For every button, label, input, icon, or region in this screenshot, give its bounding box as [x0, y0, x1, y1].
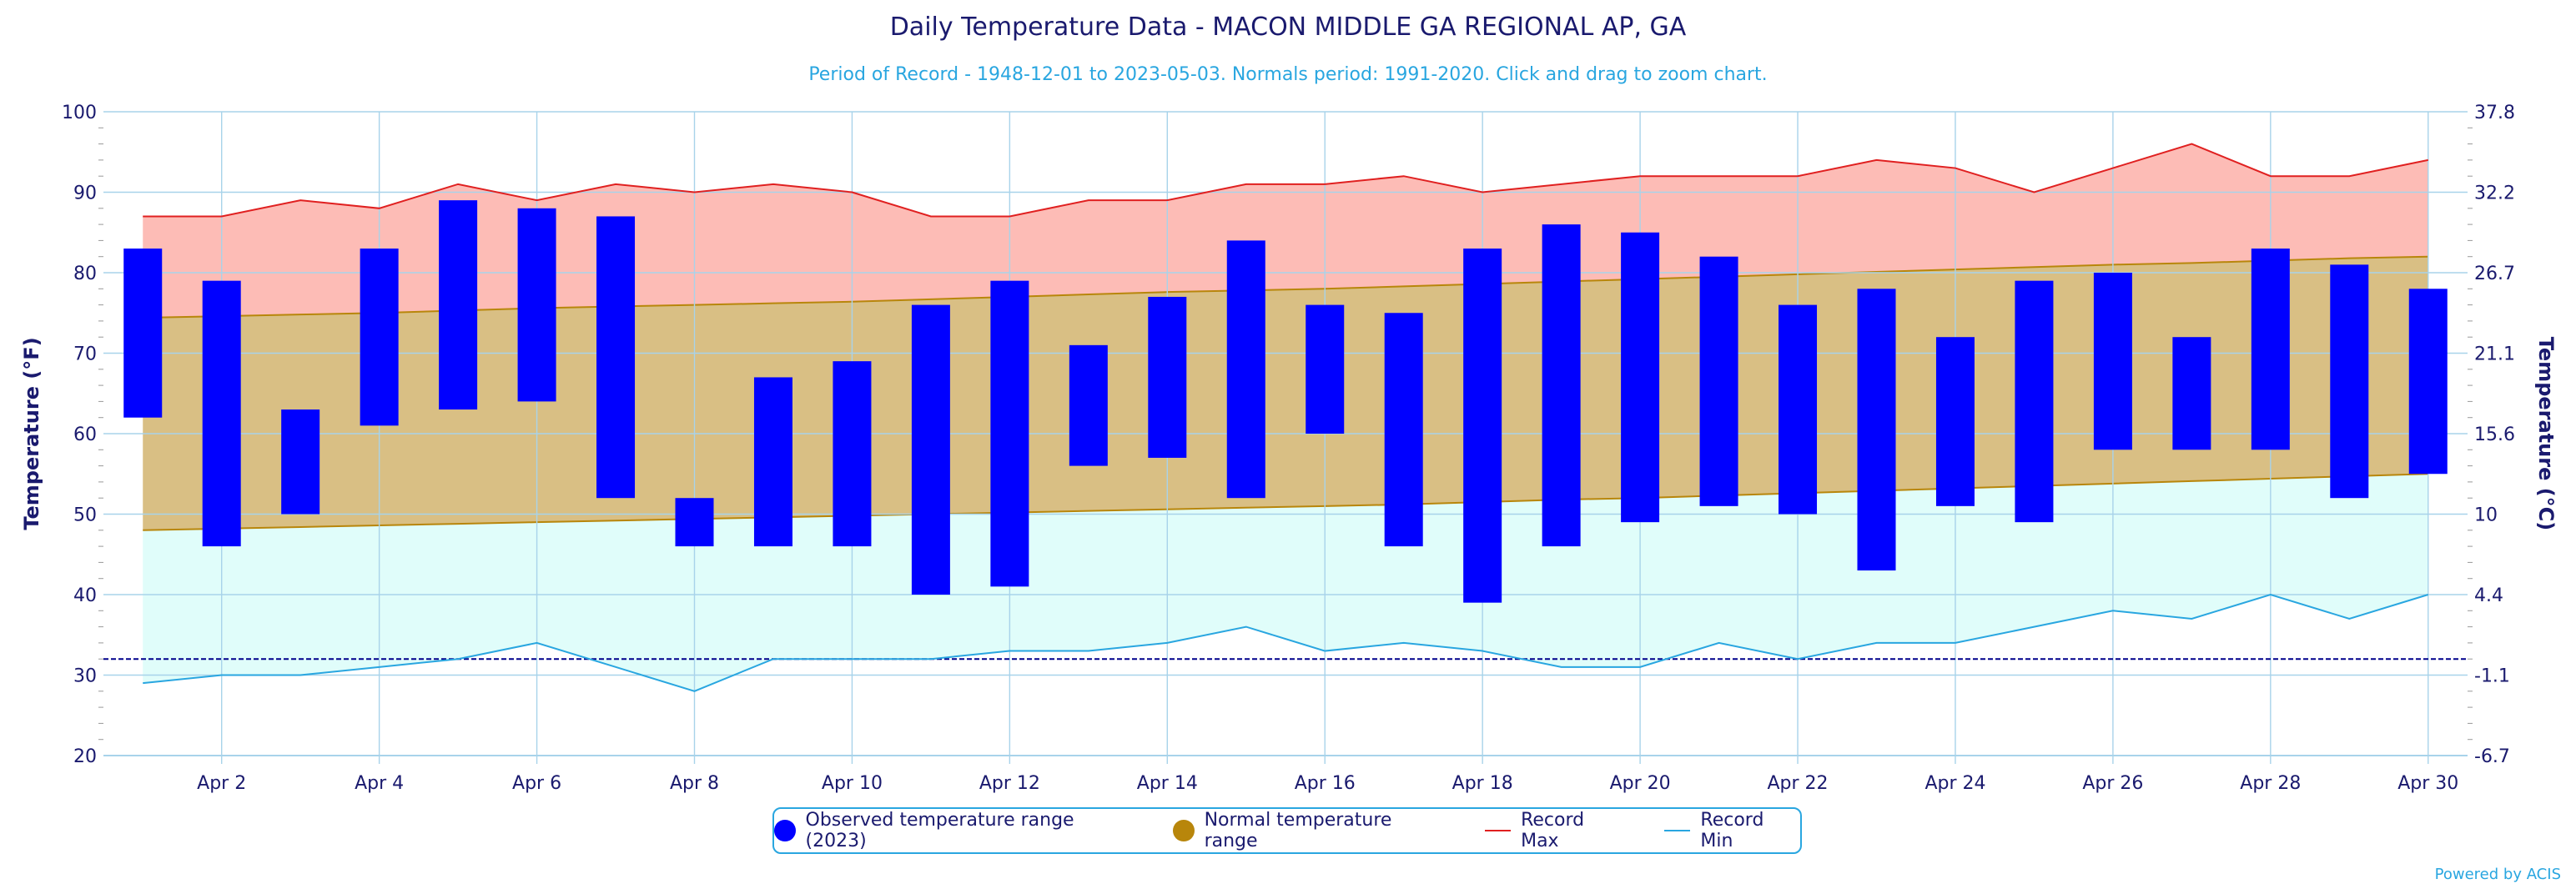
observed-bar — [1069, 344, 1108, 466]
y2-tick-label: 26.7 — [2474, 264, 2515, 284]
record-max-band — [143, 143, 2428, 319]
x-tick-label: Apr 18 — [1452, 773, 1513, 794]
observed-bar — [439, 200, 478, 410]
x-tick-label: Apr 28 — [2240, 773, 2301, 794]
y-tick-label: 60 — [73, 424, 97, 445]
observed-bar — [1935, 337, 1975, 506]
observed-bar — [202, 280, 241, 547]
observed-bar — [1779, 304, 1818, 515]
y-tick-label: 80 — [73, 264, 97, 284]
chart-axes: 20 -6.7 30 -1.1 40 4.4 50 10 60 15.6 70 21.1 80 26.7 9… — [62, 103, 2515, 794]
x-tick-label: Apr 12 — [979, 773, 1040, 794]
observed-bar — [911, 304, 950, 595]
y2-tick-label: 4.4 — [2474, 585, 2503, 606]
y-tick-label: 30 — [73, 666, 97, 687]
observed-bar — [281, 409, 320, 515]
x-tick-label: Apr 20 — [1610, 773, 1671, 794]
record-max-line — [143, 143, 2428, 218]
legend-label-record-min: Record Min — [1700, 810, 1764, 851]
chart-subtitle: Period of Record - 1948-12-01 to 2023-05… — [808, 64, 1767, 85]
observed-bar — [753, 377, 792, 547]
legend-item-observed[interactable]: Observed temperature range (2023) — [774, 810, 1135, 851]
y-tick-label: 50 — [73, 505, 97, 526]
observed-bar — [596, 216, 636, 499]
legend-item-normal[interactable]: Normal temperature range — [1173, 810, 1446, 851]
observed-bar — [2330, 264, 2369, 499]
x-tick-label: Apr 26 — [2082, 773, 2143, 794]
y-axis-label-fahrenheit: Temperature (°F) — [20, 337, 43, 530]
observed-bar — [1306, 304, 1345, 434]
y2-tick-label: 15.6 — [2474, 424, 2515, 445]
observed-bar — [360, 249, 399, 426]
observed-bar — [2093, 273, 2132, 450]
record-lines — [103, 143, 2468, 692]
legend-item-record-min[interactable]: Record Min — [1664, 810, 1800, 851]
observed-bar — [2015, 280, 2054, 523]
record-min-line-icon — [1664, 830, 1691, 831]
normal-range-band — [143, 256, 2428, 530]
y2-tick-label: -6.7 — [2474, 746, 2510, 767]
record-min-line — [143, 593, 2429, 692]
x-tick-label: Apr 24 — [1924, 773, 1985, 794]
x-tick-label: Apr 4 — [355, 773, 404, 794]
normal-marker-icon — [1173, 820, 1195, 841]
y-tick-label: 40 — [73, 585, 97, 606]
observed-bar — [1384, 313, 1423, 547]
observed-bar — [1463, 249, 1502, 603]
observed-bar — [1857, 289, 1896, 571]
y-tick-label: 70 — [73, 344, 97, 365]
y2-tick-label: 10 — [2474, 505, 2498, 526]
y2-tick-label: -1.1 — [2474, 666, 2510, 687]
observed-bar — [517, 208, 556, 402]
chart-title: Daily Temperature Data - MACON MIDDLE GA… — [890, 13, 1687, 42]
y-tick-label: 20 — [73, 746, 97, 767]
record-min-band — [143, 474, 2428, 691]
x-tick-label: Apr 2 — [197, 773, 246, 794]
legend-label-record-max: Record Max — [1521, 810, 1585, 851]
x-tick-label: Apr 8 — [670, 773, 719, 794]
observed-marker-icon — [774, 820, 796, 841]
observed-bar — [1621, 232, 1660, 523]
observed-bars — [123, 200, 2448, 603]
y-tick-label: 90 — [73, 183, 97, 204]
credits-link[interactable]: Powered by ACIS — [2434, 866, 2561, 883]
x-tick-label: Apr 6 — [512, 773, 561, 794]
y2-tick-label: 32.2 — [2474, 183, 2515, 204]
legend-label-observed: Observed temperature range (2023) — [805, 810, 1074, 851]
x-tick-label: Apr 10 — [822, 773, 883, 794]
observed-bar — [1699, 256, 1738, 506]
chart-legend: Observed temperature range (2023) Normal… — [772, 807, 1802, 854]
x-tick-label: Apr 30 — [2397, 773, 2458, 794]
y-axis-label-celsius: Temperature (°C) — [2534, 337, 2558, 531]
observed-bar — [990, 280, 1029, 587]
y2-tick-label: 37.8 — [2474, 103, 2515, 123]
y2-tick-label: 21.1 — [2474, 344, 2515, 365]
observed-bar — [2408, 289, 2448, 475]
x-tick-label: Apr 22 — [1768, 773, 1829, 794]
record-max-line-icon — [1484, 830, 1512, 831]
observed-bar — [675, 498, 714, 547]
observed-bar — [1542, 224, 1581, 547]
observed-bar — [2251, 249, 2290, 450]
observed-bar — [833, 361, 872, 547]
observed-bar — [123, 249, 163, 418]
y-tick-label: 100 — [62, 103, 97, 123]
observed-bar — [1148, 296, 1187, 458]
legend-label-normal: Normal temperature range — [1204, 810, 1392, 851]
legend-item-record-max[interactable]: Record Max — [1484, 810, 1626, 851]
observed-bar — [1226, 240, 1265, 499]
x-tick-label: Apr 16 — [1295, 773, 1356, 794]
chart-bands — [143, 143, 2428, 691]
x-tick-label: Apr 14 — [1137, 773, 1198, 794]
observed-bar — [2172, 337, 2211, 450]
